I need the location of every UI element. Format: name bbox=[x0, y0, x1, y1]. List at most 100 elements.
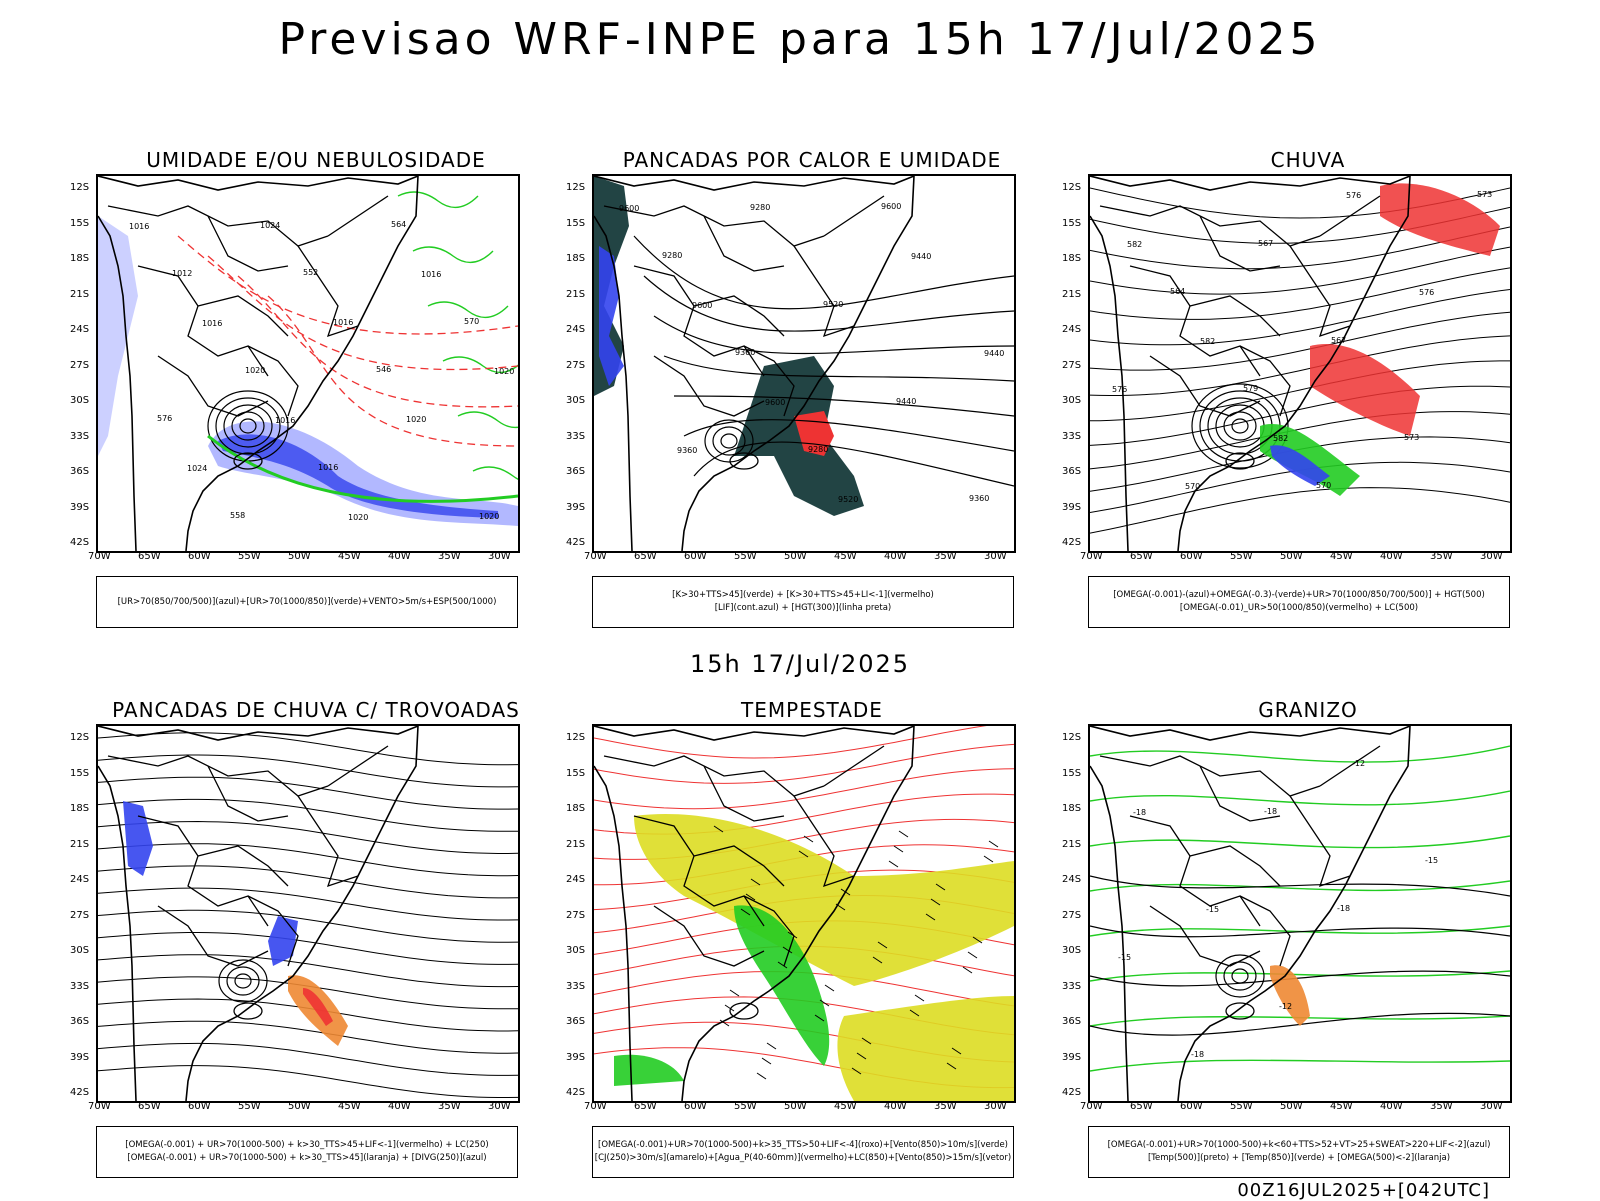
wind-vector bbox=[782, 946, 793, 954]
streamline bbox=[98, 1065, 518, 1098]
contour-label: 564 bbox=[391, 220, 406, 229]
longitude-label: 35W bbox=[438, 551, 461, 562]
country-border bbox=[603, 755, 825, 797]
latitude-label: 39S bbox=[566, 1051, 586, 1063]
contour-label: 9280 bbox=[662, 251, 682, 260]
longitude-label: 55W bbox=[1230, 551, 1253, 562]
longitude-label: 60W bbox=[1180, 551, 1203, 562]
panel-title: GRANIZO bbox=[1258, 698, 1358, 722]
lc850-streamline bbox=[594, 743, 1014, 784]
country-border bbox=[703, 215, 785, 272]
thickness-contour bbox=[207, 255, 518, 371]
streamline bbox=[1090, 411, 1510, 470]
contour-label: 1020 bbox=[406, 415, 426, 424]
latitude-label: 18S bbox=[566, 803, 586, 814]
contour-label: 9600 bbox=[619, 204, 639, 213]
legend-line: [K>30+TTS>45](verde) + [K>30+TTS>45+LI<-… bbox=[672, 590, 934, 600]
contour-label: 558 bbox=[230, 511, 245, 520]
latitude-label: 12S bbox=[1062, 732, 1082, 743]
hgt300-contour bbox=[663, 355, 1014, 382]
country-border bbox=[653, 905, 765, 967]
latitude-label: 42S bbox=[566, 1087, 586, 1098]
country-border bbox=[1129, 265, 1261, 377]
contour-label: 570 bbox=[1316, 481, 1331, 490]
coastline bbox=[594, 726, 915, 1101]
longitude-label: 50W bbox=[784, 551, 807, 562]
rio-de-la-plata bbox=[729, 1002, 759, 1020]
contour-label: 1020 bbox=[245, 366, 265, 375]
latitude-label: 33S bbox=[1062, 430, 1082, 442]
latitude-label: 15S bbox=[70, 217, 90, 229]
weather-map bbox=[594, 726, 1014, 1101]
green-contour bbox=[457, 411, 518, 429]
longitude-label: 45W bbox=[338, 1101, 361, 1112]
coastline-west bbox=[98, 215, 137, 551]
latitude-label: 18S bbox=[70, 803, 90, 814]
wind-vector bbox=[740, 908, 751, 916]
hgt300-contour bbox=[643, 275, 1014, 332]
country-border bbox=[1149, 355, 1261, 417]
longitude-label: 65W bbox=[138, 1101, 161, 1112]
longitude-label: 30W bbox=[1480, 551, 1503, 562]
contour-label: 576 bbox=[1112, 385, 1127, 394]
wind-vector bbox=[724, 1004, 735, 1012]
coastline-west bbox=[1090, 215, 1129, 551]
latitude-label: 24S bbox=[566, 324, 586, 335]
latitude-label: 15S bbox=[566, 217, 586, 229]
wind-vector bbox=[856, 1052, 867, 1060]
streamline bbox=[1090, 311, 1510, 371]
coastline-west bbox=[594, 215, 633, 551]
panel-title: PANCADAS POR CALOR E UMIDADE bbox=[622, 148, 1002, 172]
latitude-label: 36S bbox=[1062, 466, 1082, 477]
longitude-label: 70W bbox=[88, 551, 111, 562]
streamline bbox=[98, 909, 518, 943]
longitude-label: 65W bbox=[1130, 1101, 1153, 1112]
coastline-west bbox=[1090, 765, 1129, 1101]
streamline bbox=[98, 843, 518, 877]
latitude-label: 30S bbox=[566, 945, 586, 956]
map-frame: 1016 1016 1016 1020 1016 1020 1024 1024 1016 1020… bbox=[96, 174, 520, 553]
contour-label: 1016 bbox=[318, 463, 338, 472]
longitude-label: 70W bbox=[1080, 1101, 1103, 1112]
thickness-contour bbox=[177, 235, 518, 335]
wind-vector bbox=[872, 956, 883, 964]
longitude-label: 60W bbox=[684, 551, 707, 562]
rain-blue bbox=[1270, 445, 1330, 486]
legend-line: [Temp(500)](preto) + [Temp(850)](verde) … bbox=[1147, 1153, 1451, 1163]
contour-label: -15 bbox=[1425, 856, 1438, 865]
latitude-label: 30S bbox=[1062, 945, 1082, 956]
wind-vector bbox=[893, 845, 904, 853]
streamline bbox=[1090, 267, 1510, 320]
map-panel: PANCADAS POR CALOR E UMIDADE 9600 9600 9600… bbox=[566, 148, 1032, 628]
hgt300-low bbox=[720, 433, 738, 449]
hgt300-contour bbox=[673, 395, 1014, 417]
latitude-label: 18S bbox=[1062, 253, 1082, 264]
longitude-label: 40W bbox=[884, 1101, 907, 1112]
latitude-label: 21S bbox=[1062, 288, 1082, 300]
wind-vector bbox=[803, 835, 814, 843]
streamline bbox=[98, 754, 518, 788]
country-border bbox=[297, 245, 359, 338]
humidity-blue bbox=[218, 434, 498, 518]
streamline bbox=[98, 1020, 518, 1054]
country-border bbox=[1199, 215, 1281, 272]
legend-line: [OMEGA(-0.01)_UR>50(1000/850)(vermelho) … bbox=[1179, 603, 1419, 613]
country-border bbox=[1149, 905, 1261, 967]
latitude-label: 39S bbox=[1062, 501, 1082, 513]
temp850-contour bbox=[1090, 745, 1510, 763]
green-contour bbox=[472, 466, 518, 480]
contour-label: 1016 bbox=[202, 319, 222, 328]
thickness-contour bbox=[267, 295, 518, 447]
longitude-label: 35W bbox=[934, 551, 957, 562]
wind-vector bbox=[930, 898, 941, 906]
latitude-label: 12S bbox=[70, 732, 90, 743]
pressure-isobar bbox=[231, 411, 265, 441]
mid-title: 15h 17/Jul/2025 bbox=[689, 650, 911, 678]
latitude-label: 24S bbox=[70, 324, 90, 335]
streamline bbox=[1090, 360, 1510, 422]
country-border bbox=[793, 795, 855, 888]
rio-de-la-plata bbox=[729, 452, 759, 470]
wind-vector bbox=[719, 1019, 730, 1027]
coastline-west bbox=[98, 765, 137, 1101]
contour-label: 9440 bbox=[896, 397, 916, 406]
